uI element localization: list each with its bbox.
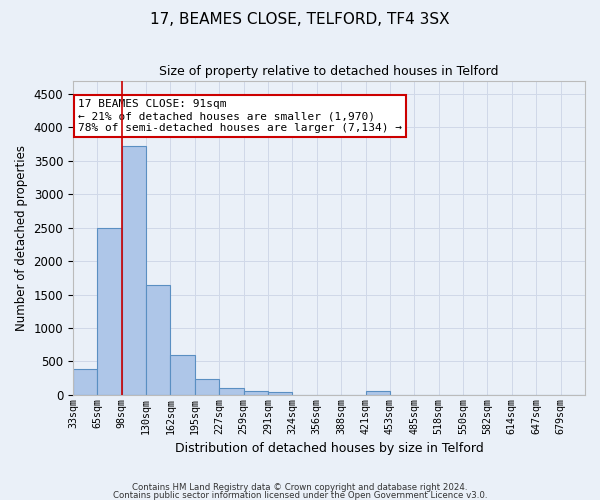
Bar [170,355,195,395]
Y-axis label: Number of detached properties: Number of detached properties [15,144,28,330]
X-axis label: Distribution of detached houses by size in Telford: Distribution of detached houses by size … [175,442,484,455]
Text: 17, BEAMES CLOSE, TELFORD, TF4 3SX: 17, BEAMES CLOSE, TELFORD, TF4 3SX [150,12,450,28]
Bar [122,146,146,395]
Bar [244,391,268,395]
Text: 17 BEAMES CLOSE: 91sqm
← 21% of detached houses are smaller (1,970)
78% of semi-: 17 BEAMES CLOSE: 91sqm ← 21% of detached… [78,100,402,132]
Text: Contains HM Land Registry data © Crown copyright and database right 2024.: Contains HM Land Registry data © Crown c… [132,483,468,492]
Bar [195,379,219,395]
Text: Contains public sector information licensed under the Open Government Licence v3: Contains public sector information licen… [113,490,487,500]
Bar [146,284,170,395]
Bar [97,228,122,395]
Title: Size of property relative to detached houses in Telford: Size of property relative to detached ho… [159,65,499,78]
Bar [73,370,97,395]
Bar [365,391,390,395]
Bar [268,392,292,395]
Bar [219,388,244,395]
